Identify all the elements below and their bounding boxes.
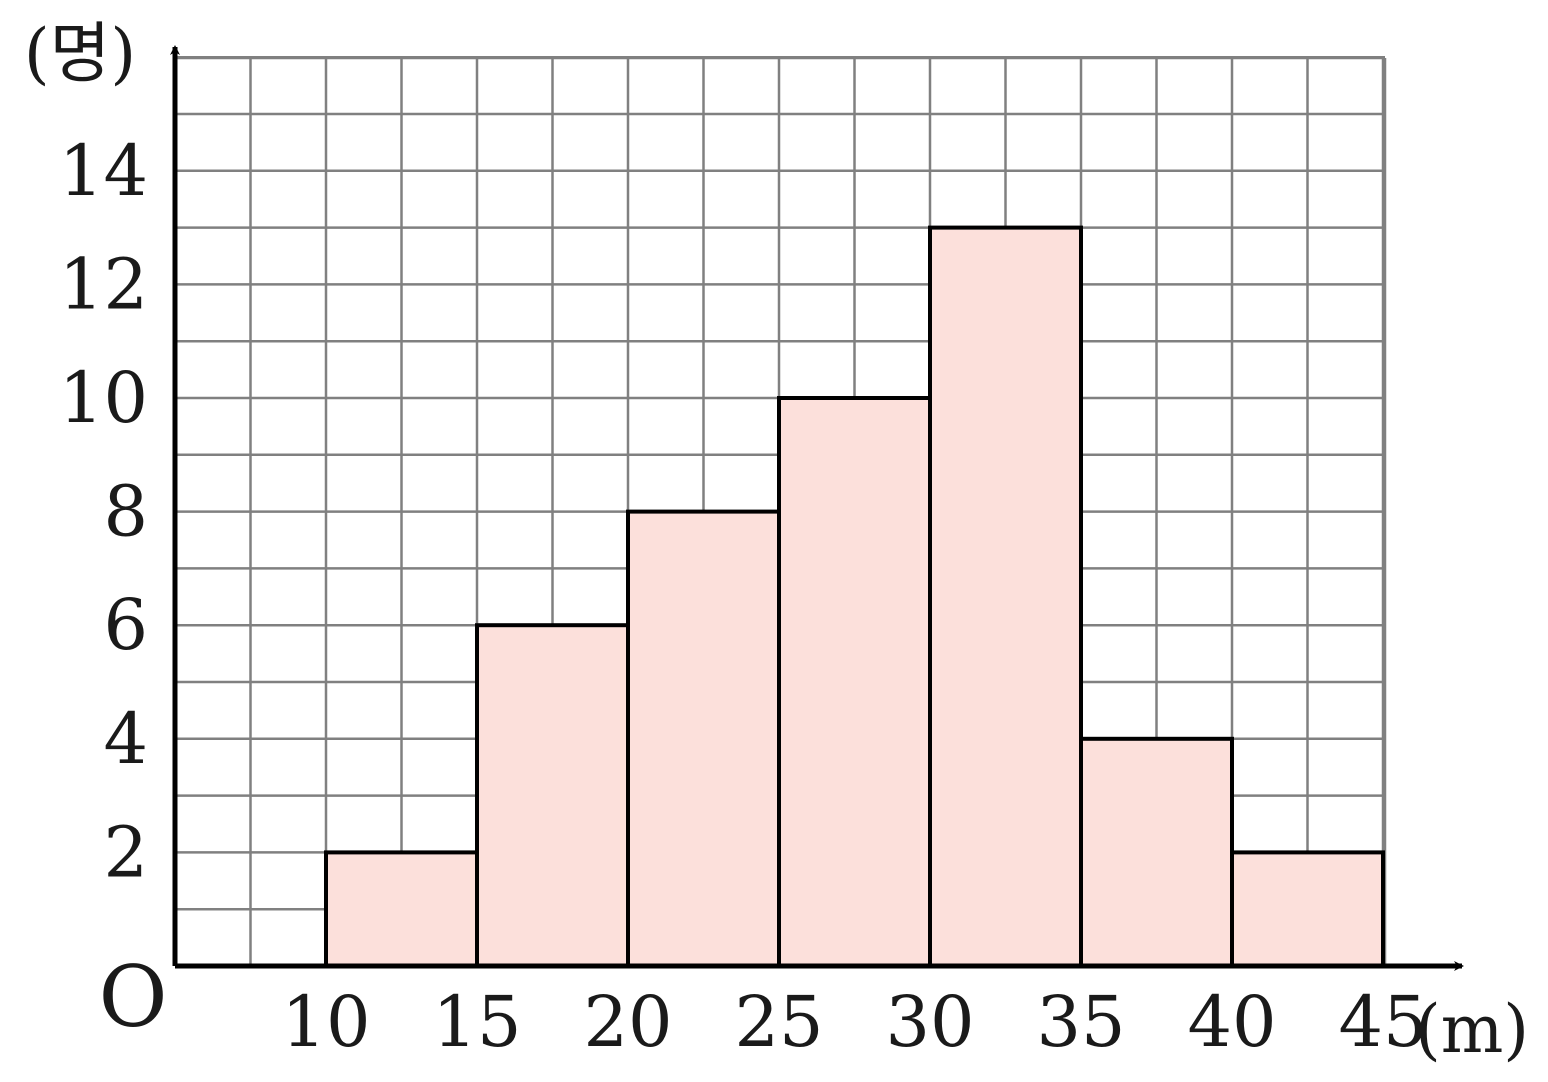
y-tick-label: 10 [59, 357, 148, 439]
histogram-bar [777, 396, 932, 968]
y-tick-label: 14 [59, 130, 148, 212]
x-tick-label: 20 [583, 981, 672, 1063]
histogram-bar [324, 850, 479, 969]
y-tick-label: 2 [103, 811, 148, 893]
y-tick-label: 6 [103, 584, 148, 666]
y-tick-label: 4 [103, 698, 148, 780]
x-tick-label: 30 [885, 981, 974, 1063]
x-tick-label: 25 [734, 981, 823, 1063]
x-tick-label: 45 [1338, 981, 1427, 1063]
y-tick-label: 12 [59, 243, 148, 325]
axes [170, 45, 1464, 971]
histogram-bar [1079, 736, 1234, 968]
origin-label: O [99, 948, 168, 1046]
y-tick-label: 8 [103, 471, 148, 553]
bars [324, 225, 1385, 969]
x-tick-label: 10 [281, 981, 370, 1063]
y-axis-label: (명) [24, 15, 136, 92]
histogram-bar [1230, 850, 1385, 969]
x-tick-label: 40 [1187, 981, 1276, 1063]
labels: 10 15 20 25 30 35 40 45 2 4 6 8 10 12 14 O (명) (m) [24, 15, 1529, 1068]
histogram-bar [475, 623, 630, 968]
x-axis-label: (m) [1415, 991, 1529, 1068]
histogram-bar [626, 509, 781, 968]
x-tick-label: 35 [1036, 981, 1125, 1063]
histogram-bar [928, 225, 1083, 969]
x-tick-label: 15 [432, 981, 521, 1063]
